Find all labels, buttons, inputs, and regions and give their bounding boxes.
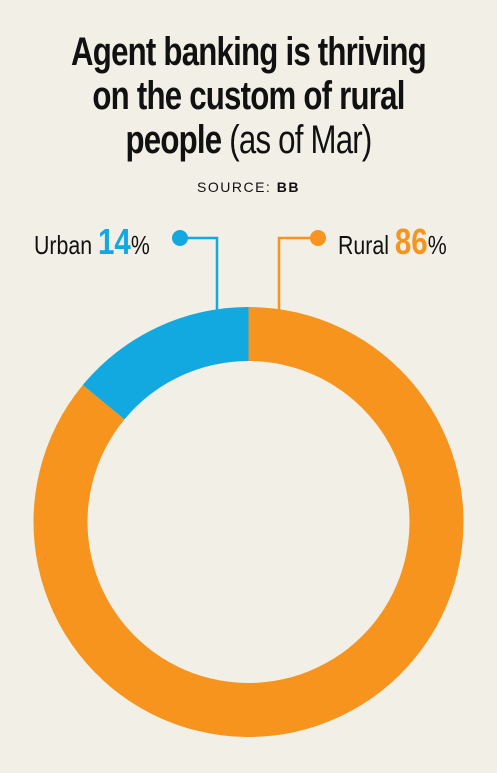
title-line-3-text: people xyxy=(125,118,222,162)
legend-rural-name: Rural xyxy=(338,230,389,260)
title-line-2: on the custom of rural xyxy=(92,74,405,118)
legend-urban-name: Urban xyxy=(34,230,93,260)
legend-urban-unit: % xyxy=(130,230,150,260)
leader-line-urban xyxy=(180,236,219,311)
title-line-1: Agent banking is thriving xyxy=(71,30,427,74)
source-value: BB xyxy=(276,179,300,195)
chart-title: Agent banking is thriving on the custom … xyxy=(55,30,443,162)
leader-dot-rural xyxy=(310,230,326,246)
legend-urban: Urban 14% xyxy=(34,222,150,265)
legend-rural: Rural 86% xyxy=(338,222,447,265)
source-credit: SOURCE: BB xyxy=(0,179,497,195)
source-label: SOURCE: xyxy=(197,179,272,195)
legend-urban-value: 14 xyxy=(98,221,131,262)
leader-dot-urban xyxy=(172,230,188,246)
legend-rural-value: 86 xyxy=(394,221,428,262)
title-date-suffix: (as of Mar) xyxy=(229,118,372,162)
title-line-3: people (as of Mar) xyxy=(55,118,443,162)
legend-rural-unit: % xyxy=(427,230,447,260)
donut-slice-urban xyxy=(82,307,249,420)
leader-line-rural xyxy=(277,236,318,311)
